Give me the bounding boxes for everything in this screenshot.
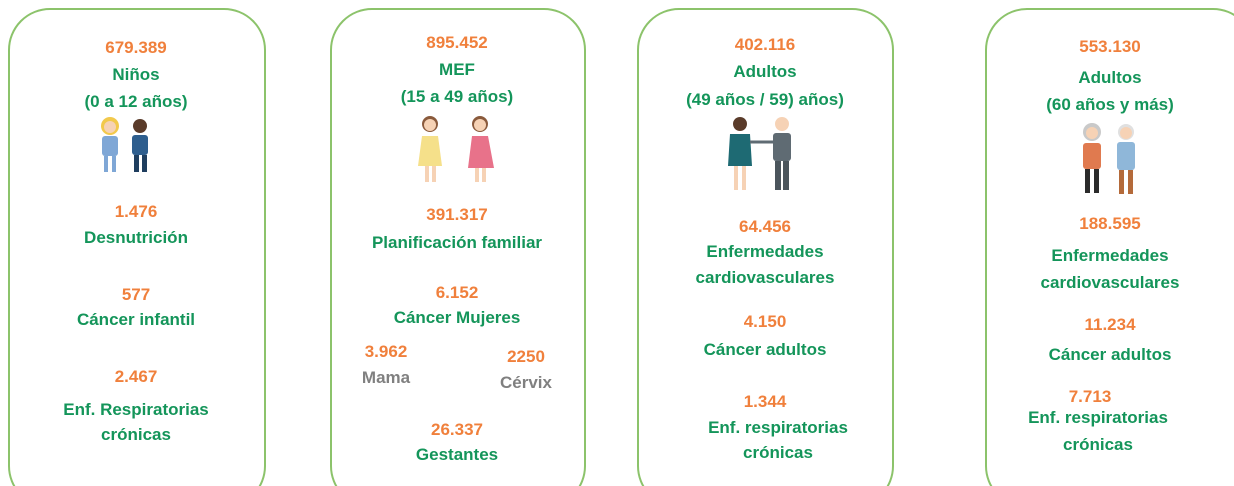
subtitle: (15 a 49 años) [401,87,513,107]
headline: 402.116 [735,35,796,55]
value: 2.467 [115,367,158,387]
value: 11.234 [1084,315,1135,335]
infographic: 679.389 Niños (0 a 12 años) 1.476 Desnut… [0,0,1234,486]
label: Enfermedades [1051,246,1168,266]
label: crónicas [743,443,813,463]
title: Niños [112,65,159,85]
subtitle: (60 años y más) [1046,95,1174,115]
headline: 679.389 [105,38,166,58]
label: crónicas [101,425,171,445]
label: Enf. respiratorias [1028,408,1168,428]
subtitle: (49 años / 59) años) [686,90,844,110]
label: cardiovasculares [696,268,835,288]
label: Enf. Respiratorias [63,400,209,420]
sub-label: Cérvix [500,373,552,393]
adults-icon [718,112,808,194]
label: Enfermedades [706,242,823,262]
value: 26.337 [431,420,483,440]
label: Enf. respiratorias [708,418,848,438]
label: crónicas [1063,435,1133,455]
headline: 553.130 [1079,37,1140,57]
label: Planificación familiar [372,233,542,253]
label: Gestantes [416,445,498,465]
title: Adultos [733,62,796,82]
value: 6.152 [436,283,479,303]
value: 64.456 [739,217,791,237]
headline: 895.452 [426,33,487,53]
title: MEF [439,60,475,80]
sub-value: 3.962 [365,342,408,362]
value: 577 [122,285,150,305]
label: Cáncer Mujeres [394,308,521,328]
subtitle: (0 a 12 años) [85,92,188,112]
value: 1.476 [115,202,158,222]
sub-value: 2250 [507,347,545,367]
sub-label: Mama [362,368,410,388]
label: Cáncer adultos [704,340,827,360]
label: cardiovasculares [1041,273,1180,293]
value: 1.344 [744,392,787,412]
label: Desnutrición [84,228,188,248]
women-icon [412,112,502,186]
title: Adultos [1078,68,1141,88]
elderly-icon [1072,120,1152,198]
value: 7.713 [1069,387,1112,407]
value: 4.150 [744,312,787,332]
label: Cáncer adultos [1049,345,1172,365]
children-icon [92,112,162,176]
value: 188.595 [1079,214,1140,234]
value: 391.317 [426,205,487,225]
label: Cáncer infantil [77,310,195,330]
